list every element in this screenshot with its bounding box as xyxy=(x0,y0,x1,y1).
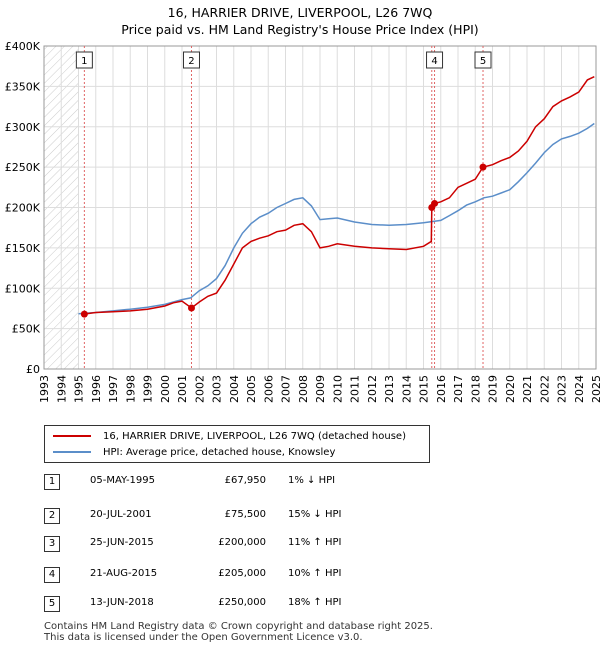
x-tick-label: 2023 xyxy=(556,375,569,403)
y-tick-label: £50K xyxy=(12,323,41,336)
sale-price: £250,000 xyxy=(218,597,266,608)
x-tick-label: 2020 xyxy=(504,375,517,403)
sale-marker-label: 2 xyxy=(188,56,194,67)
sale-marker-box xyxy=(474,51,492,69)
y-tick-label: £100K xyxy=(5,282,41,295)
x-tick-label: 2008 xyxy=(297,375,310,403)
sale-hpi-diff: 15% ↓ HPI xyxy=(288,509,342,520)
sale-row: 2 20-JUL-2001 £75,500 15% ↓ HPI xyxy=(44,506,444,526)
sale-row: 4 21-AUG-2015 £205,000 10% ↑ HPI xyxy=(44,565,444,585)
sale-row: 1 05-MAY-1995 £67,950 1% ↓ HPI xyxy=(44,472,444,492)
sale-date: 25-JUN-2015 xyxy=(90,537,154,548)
x-tick-label: 2003 xyxy=(211,375,224,403)
sale-number-badge: 3 xyxy=(44,536,60,552)
x-tick-label: 2002 xyxy=(193,375,206,403)
sale-row: 5 13-JUN-2018 £250,000 18% ↑ HPI xyxy=(44,594,444,614)
x-tick-label: 1993 xyxy=(38,375,51,403)
sale-marker-label: 5 xyxy=(480,56,486,67)
x-tick-label: 1995 xyxy=(73,375,86,403)
sale-point xyxy=(431,199,439,207)
sale-point xyxy=(479,163,487,171)
hpi-line xyxy=(78,122,595,315)
price-chart: 1993 1994 1995 1996 1997 1998 1999 2000 2001 2002… xyxy=(5,40,600,403)
footer-line1: Contains HM Land Registry data © Crown c… xyxy=(44,621,433,632)
x-tick-label: 2015 xyxy=(418,375,431,403)
x-tick-label: 2009 xyxy=(314,375,327,403)
footer-line2: This data is licensed under the Open Gov… xyxy=(44,632,363,643)
y-tick-label: £200K xyxy=(5,202,41,215)
y-tick-label: £400K xyxy=(5,40,41,53)
x-tick-label: 2022 xyxy=(538,375,551,403)
sale-price: £67,950 xyxy=(224,475,266,486)
x-tick-label: 2006 xyxy=(262,375,275,403)
sale-price: £75,500 xyxy=(224,509,266,520)
sale-marker-box xyxy=(75,51,93,69)
chart-title-line2: Price paid vs. HM Land Registry's House … xyxy=(121,22,479,37)
x-tick-label: 1998 xyxy=(124,375,137,403)
x-tick-label: 2013 xyxy=(383,375,396,403)
x-tick-label: 2007 xyxy=(280,375,293,403)
sale-number-badge: 1 xyxy=(44,474,60,490)
sale-marker-label: 1 xyxy=(81,56,87,67)
chart-title-line1: 16, HARRIER DRIVE, LIVERPOOL, L26 7WQ xyxy=(167,5,433,20)
y-tick-label: £0 xyxy=(26,363,40,376)
x-tick-label: 2000 xyxy=(159,375,172,403)
x-tick-label: 2010 xyxy=(331,375,344,403)
x-tick-label: 1994 xyxy=(55,375,68,403)
legend-item-property: 16, HARRIER DRIVE, LIVERPOOL, L26 7WQ (d… xyxy=(53,429,406,443)
x-tick-label: 1997 xyxy=(107,375,120,403)
y-tick-label: £300K xyxy=(5,121,41,134)
sale-hpi-diff: 1% ↓ HPI xyxy=(288,475,336,486)
sale-point xyxy=(187,304,195,312)
legend-item-hpi: HPI: Average price, detached house, Know… xyxy=(53,445,335,459)
sale-date: 20-JUL-2001 xyxy=(90,509,152,520)
x-tick-label: 2019 xyxy=(487,375,500,403)
sale-number-badge: 5 xyxy=(44,596,60,612)
legend-swatch-hpi xyxy=(53,451,91,453)
y-tick-label: £150K xyxy=(5,242,41,255)
chart-title: 16, HARRIER DRIVE, LIVERPOOL, L26 7WQ Pr… xyxy=(0,4,600,38)
x-tick-label: 2025 xyxy=(590,375,600,403)
sale-hpi-diff: 18% ↑ HPI xyxy=(288,597,342,608)
legend-label-hpi: HPI: Average price, detached house, Know… xyxy=(103,446,336,458)
x-tick-label: 2005 xyxy=(245,375,258,403)
sale-date: 05-MAY-1995 xyxy=(90,475,156,486)
sale-price: £205,000 xyxy=(218,568,266,579)
x-tick-label: 1996 xyxy=(90,375,103,403)
footer-attribution: Contains HM Land Registry data © Crown c… xyxy=(44,621,433,643)
x-tick-label: 2016 xyxy=(435,375,448,403)
y-tick-label: £250K xyxy=(5,161,41,174)
sale-row: 3 25-JUN-2015 £200,000 11% ↑ HPI xyxy=(44,534,444,554)
x-tick-label: 2017 xyxy=(452,375,465,403)
sale-hpi-diff: 11% ↑ HPI xyxy=(288,537,342,548)
sale-date: 21-AUG-2015 xyxy=(90,568,158,579)
sale-number-badge: 4 xyxy=(44,567,60,583)
property-price-line xyxy=(83,76,595,315)
x-tick-label: 2004 xyxy=(228,375,241,403)
plot-border xyxy=(43,45,597,370)
sale-hpi-diff: 10% ↑ HPI xyxy=(288,568,342,579)
x-tick-label: 2014 xyxy=(400,375,413,403)
sale-number-badge: 2 xyxy=(44,508,60,524)
x-tick-label: 1999 xyxy=(142,375,155,403)
x-tick-label: 2018 xyxy=(469,375,482,403)
sale-marker-label: 4 xyxy=(431,56,437,67)
x-tick-label: 2012 xyxy=(366,375,379,403)
sale-price: £200,000 xyxy=(218,537,266,548)
sale-date: 13-JUN-2018 xyxy=(90,597,154,608)
y-tick-label: £350K xyxy=(5,80,41,93)
legend-swatch-property xyxy=(53,435,91,437)
legend-label-property: 16, HARRIER DRIVE, LIVERPOOL, L26 7WQ (d… xyxy=(103,430,406,442)
chart-legend: 16, HARRIER DRIVE, LIVERPOOL, L26 7WQ (d… xyxy=(44,425,430,463)
x-tick-label: 2001 xyxy=(176,375,189,403)
sale-marker-box xyxy=(182,51,200,69)
x-tick-label: 2011 xyxy=(349,375,362,403)
x-tick-label: 2021 xyxy=(521,375,534,403)
x-tick-label: 2024 xyxy=(573,375,586,403)
sale-marker-box xyxy=(426,51,444,69)
sale-point xyxy=(80,310,88,318)
